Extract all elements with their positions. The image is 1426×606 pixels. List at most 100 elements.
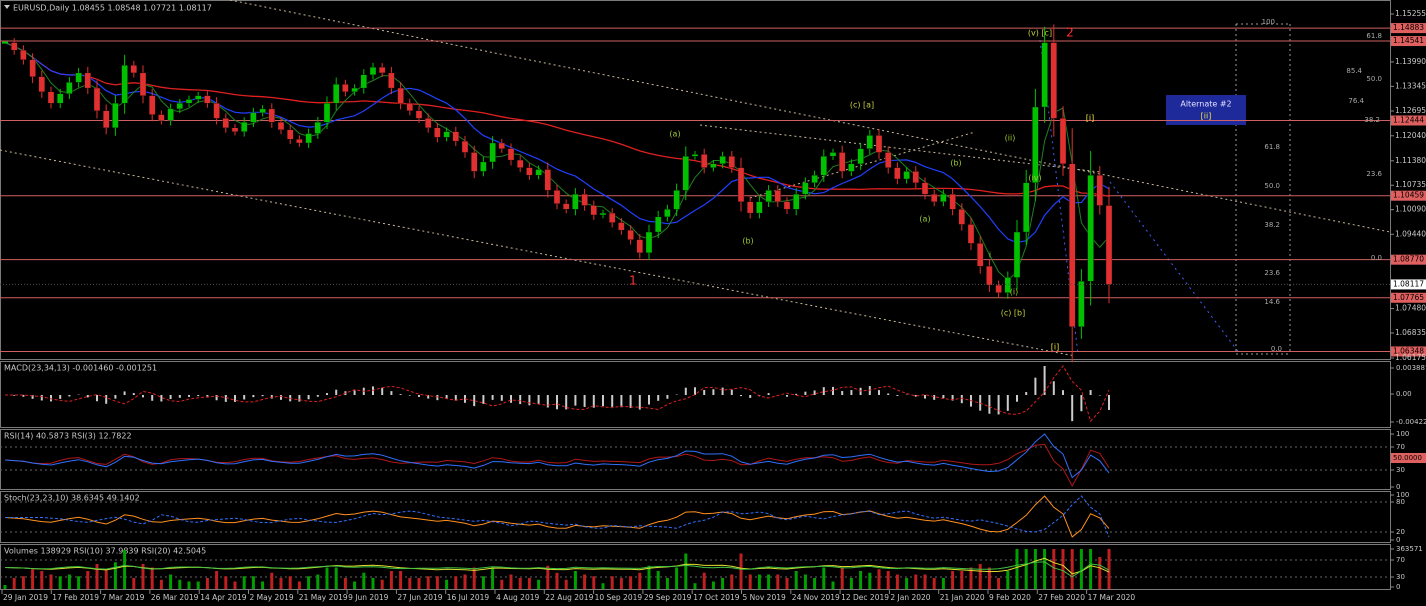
candle	[940, 193, 947, 202]
y-tick-label: 1.09440	[1395, 229, 1426, 238]
candle	[241, 122, 248, 132]
candle	[415, 110, 423, 119]
candle	[517, 159, 524, 168]
wave-label: (b)	[742, 237, 753, 246]
fib-label: 38.2	[1264, 221, 1280, 229]
candle	[636, 239, 643, 254]
level-tag	[1391, 115, 1426, 126]
indicator-line	[4, 443, 1110, 488]
level-tag	[1391, 292, 1426, 303]
candle	[664, 209, 671, 218]
candle	[57, 93, 64, 104]
candle	[185, 99, 193, 104]
candle	[719, 156, 726, 164]
candle	[204, 95, 211, 104]
indicator-tick-label: 20	[1396, 528, 1405, 536]
indicator-line	[4, 561, 1110, 578]
fib-label: 50.0	[1366, 75, 1382, 83]
candle	[774, 190, 781, 202]
candle	[38, 76, 45, 93]
x-tick-label: 12 Dec 2019	[841, 593, 889, 602]
wave-label: i	[989, 251, 991, 260]
candle	[811, 175, 818, 183]
wave-label: (v) [c]	[1028, 29, 1052, 38]
candle	[820, 156, 827, 176]
fib-label: 0.0	[1371, 254, 1382, 262]
indicator-tick-label: 0	[1396, 483, 1400, 491]
x-tick-label: 24 Nov 2019	[792, 593, 840, 602]
x-tick-label: 17 Feb 2019	[52, 593, 99, 602]
level-label: 1.14883	[1393, 23, 1424, 32]
wave-label: [i]	[1051, 343, 1059, 352]
indicator-tick-label: 30	[1396, 466, 1405, 474]
candle	[682, 156, 689, 191]
candle	[563, 203, 570, 210]
candle	[747, 201, 754, 214]
candle	[296, 139, 303, 144]
y-tick-label: 1.15255	[1395, 9, 1426, 18]
indicator-tick-label: 363571	[1396, 545, 1423, 553]
candle	[93, 87, 101, 111]
candle	[1023, 182, 1030, 233]
candle	[406, 103, 413, 111]
candle	[333, 84, 340, 104]
candle	[1013, 231, 1021, 278]
candle	[986, 265, 993, 286]
candle	[866, 135, 873, 149]
candle	[737, 167, 745, 202]
candle	[829, 152, 837, 157]
candle	[1069, 163, 1076, 327]
panel-frames	[0, 0, 1391, 590]
candle	[553, 190, 561, 204]
candle	[314, 122, 321, 134]
candle	[1050, 42, 1057, 119]
wave-label: (a)	[919, 215, 930, 224]
candle	[369, 67, 377, 75]
indicator-tick-label: 100	[1396, 430, 1409, 438]
candle	[167, 108, 174, 121]
candle	[213, 103, 220, 119]
candle	[903, 171, 910, 180]
x-tick-label: 4 Aug 2019	[496, 593, 539, 602]
indicator-line	[4, 495, 1110, 538]
candle	[452, 131, 459, 142]
candle	[507, 148, 515, 161]
indicator-tick-label: 30	[1396, 573, 1405, 581]
candle	[793, 193, 800, 210]
x-tick-label: 2 Jan 2020	[890, 593, 930, 602]
indicator-line	[5, 365, 1110, 423]
candle	[995, 284, 1002, 293]
x-tick-label: 21 Jan 2020	[940, 593, 985, 602]
level-label: 1.06348	[1393, 346, 1424, 355]
candle	[434, 127, 441, 138]
wave-label: (c) [b]	[1001, 309, 1026, 318]
candle	[121, 65, 128, 104]
wave-label: (i)	[1010, 288, 1018, 297]
candle	[1004, 277, 1011, 293]
candle	[783, 201, 791, 210]
candle	[526, 167, 533, 176]
candle	[231, 127, 239, 132]
candle	[977, 243, 984, 267]
indicator-tick-label: 0	[1396, 583, 1400, 591]
fib-label: 38.2	[1364, 116, 1380, 124]
level-tag	[1391, 36, 1426, 47]
candle	[885, 152, 892, 168]
y-tick-label: 1.11380	[1395, 156, 1426, 165]
candle	[609, 212, 616, 223]
candle	[1087, 175, 1094, 282]
indicator-tick-label: 70	[1396, 443, 1405, 451]
x-tick-label: 7 Mar 2019	[102, 593, 145, 602]
collapse-icon[interactable]	[4, 5, 10, 9]
candle	[11, 42, 18, 51]
candle	[756, 201, 763, 214]
marker-label: 50.0000	[1393, 454, 1422, 462]
x-tick-label: 22 Aug 2019	[545, 593, 593, 602]
indicator-line	[5, 495, 1110, 538]
candle	[1105, 205, 1113, 285]
candle	[2, 41, 8, 44]
wave-label: 1	[629, 274, 637, 288]
chart-header: EURUSD,Daily 1.08455 1.08548 1.07721 1.0…	[13, 4, 212, 13]
candle	[544, 169, 551, 191]
